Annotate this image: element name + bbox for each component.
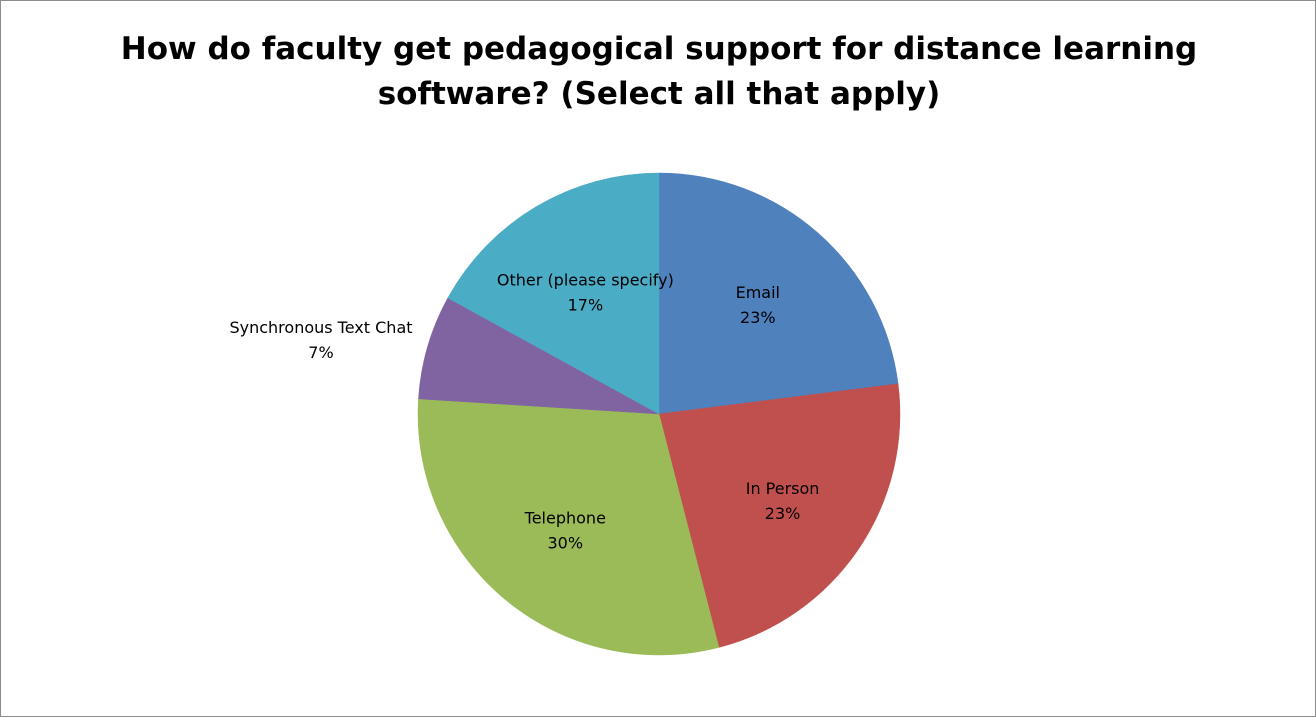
chart-title-line-1: How do faculty get pedagogical support f… <box>120 31 1198 67</box>
pie-labels: Email 23% In Person 23% Telephone 30% Synchron… <box>229 271 819 553</box>
data-label-value-in-person: 23% <box>765 504 801 523</box>
data-label-category-synchronous-text-chat: Synchronous Text Chat <box>229 318 412 337</box>
pie-slices <box>417 172 901 656</box>
data-label-category-telephone: Telephone <box>524 508 606 527</box>
pie-slice-synchronous-text-chat <box>418 297 660 415</box>
data-label-category-in-person: In Person <box>746 479 820 498</box>
data-label-value-synchronous-text-chat: 7% <box>308 343 333 362</box>
data-label-value-email: 23% <box>740 308 776 327</box>
data-label-value-other-please-specify: 17% <box>568 296 604 315</box>
pie-slice-email <box>658 172 899 415</box>
data-label-value-telephone: 30% <box>548 533 584 552</box>
chart-title: How do faculty get pedagogical support f… <box>101 27 1217 117</box>
pie-slice-in-person <box>658 383 901 648</box>
pie-slice-other-please-specify <box>447 172 660 415</box>
data-label-category-email: Email <box>736 283 780 302</box>
data-label-category-other-please-specify: Other (please specify) <box>497 271 674 290</box>
chart-title-line-2: software? (Select all that apply) <box>377 76 941 112</box>
pie-slice-telephone <box>417 398 720 656</box>
